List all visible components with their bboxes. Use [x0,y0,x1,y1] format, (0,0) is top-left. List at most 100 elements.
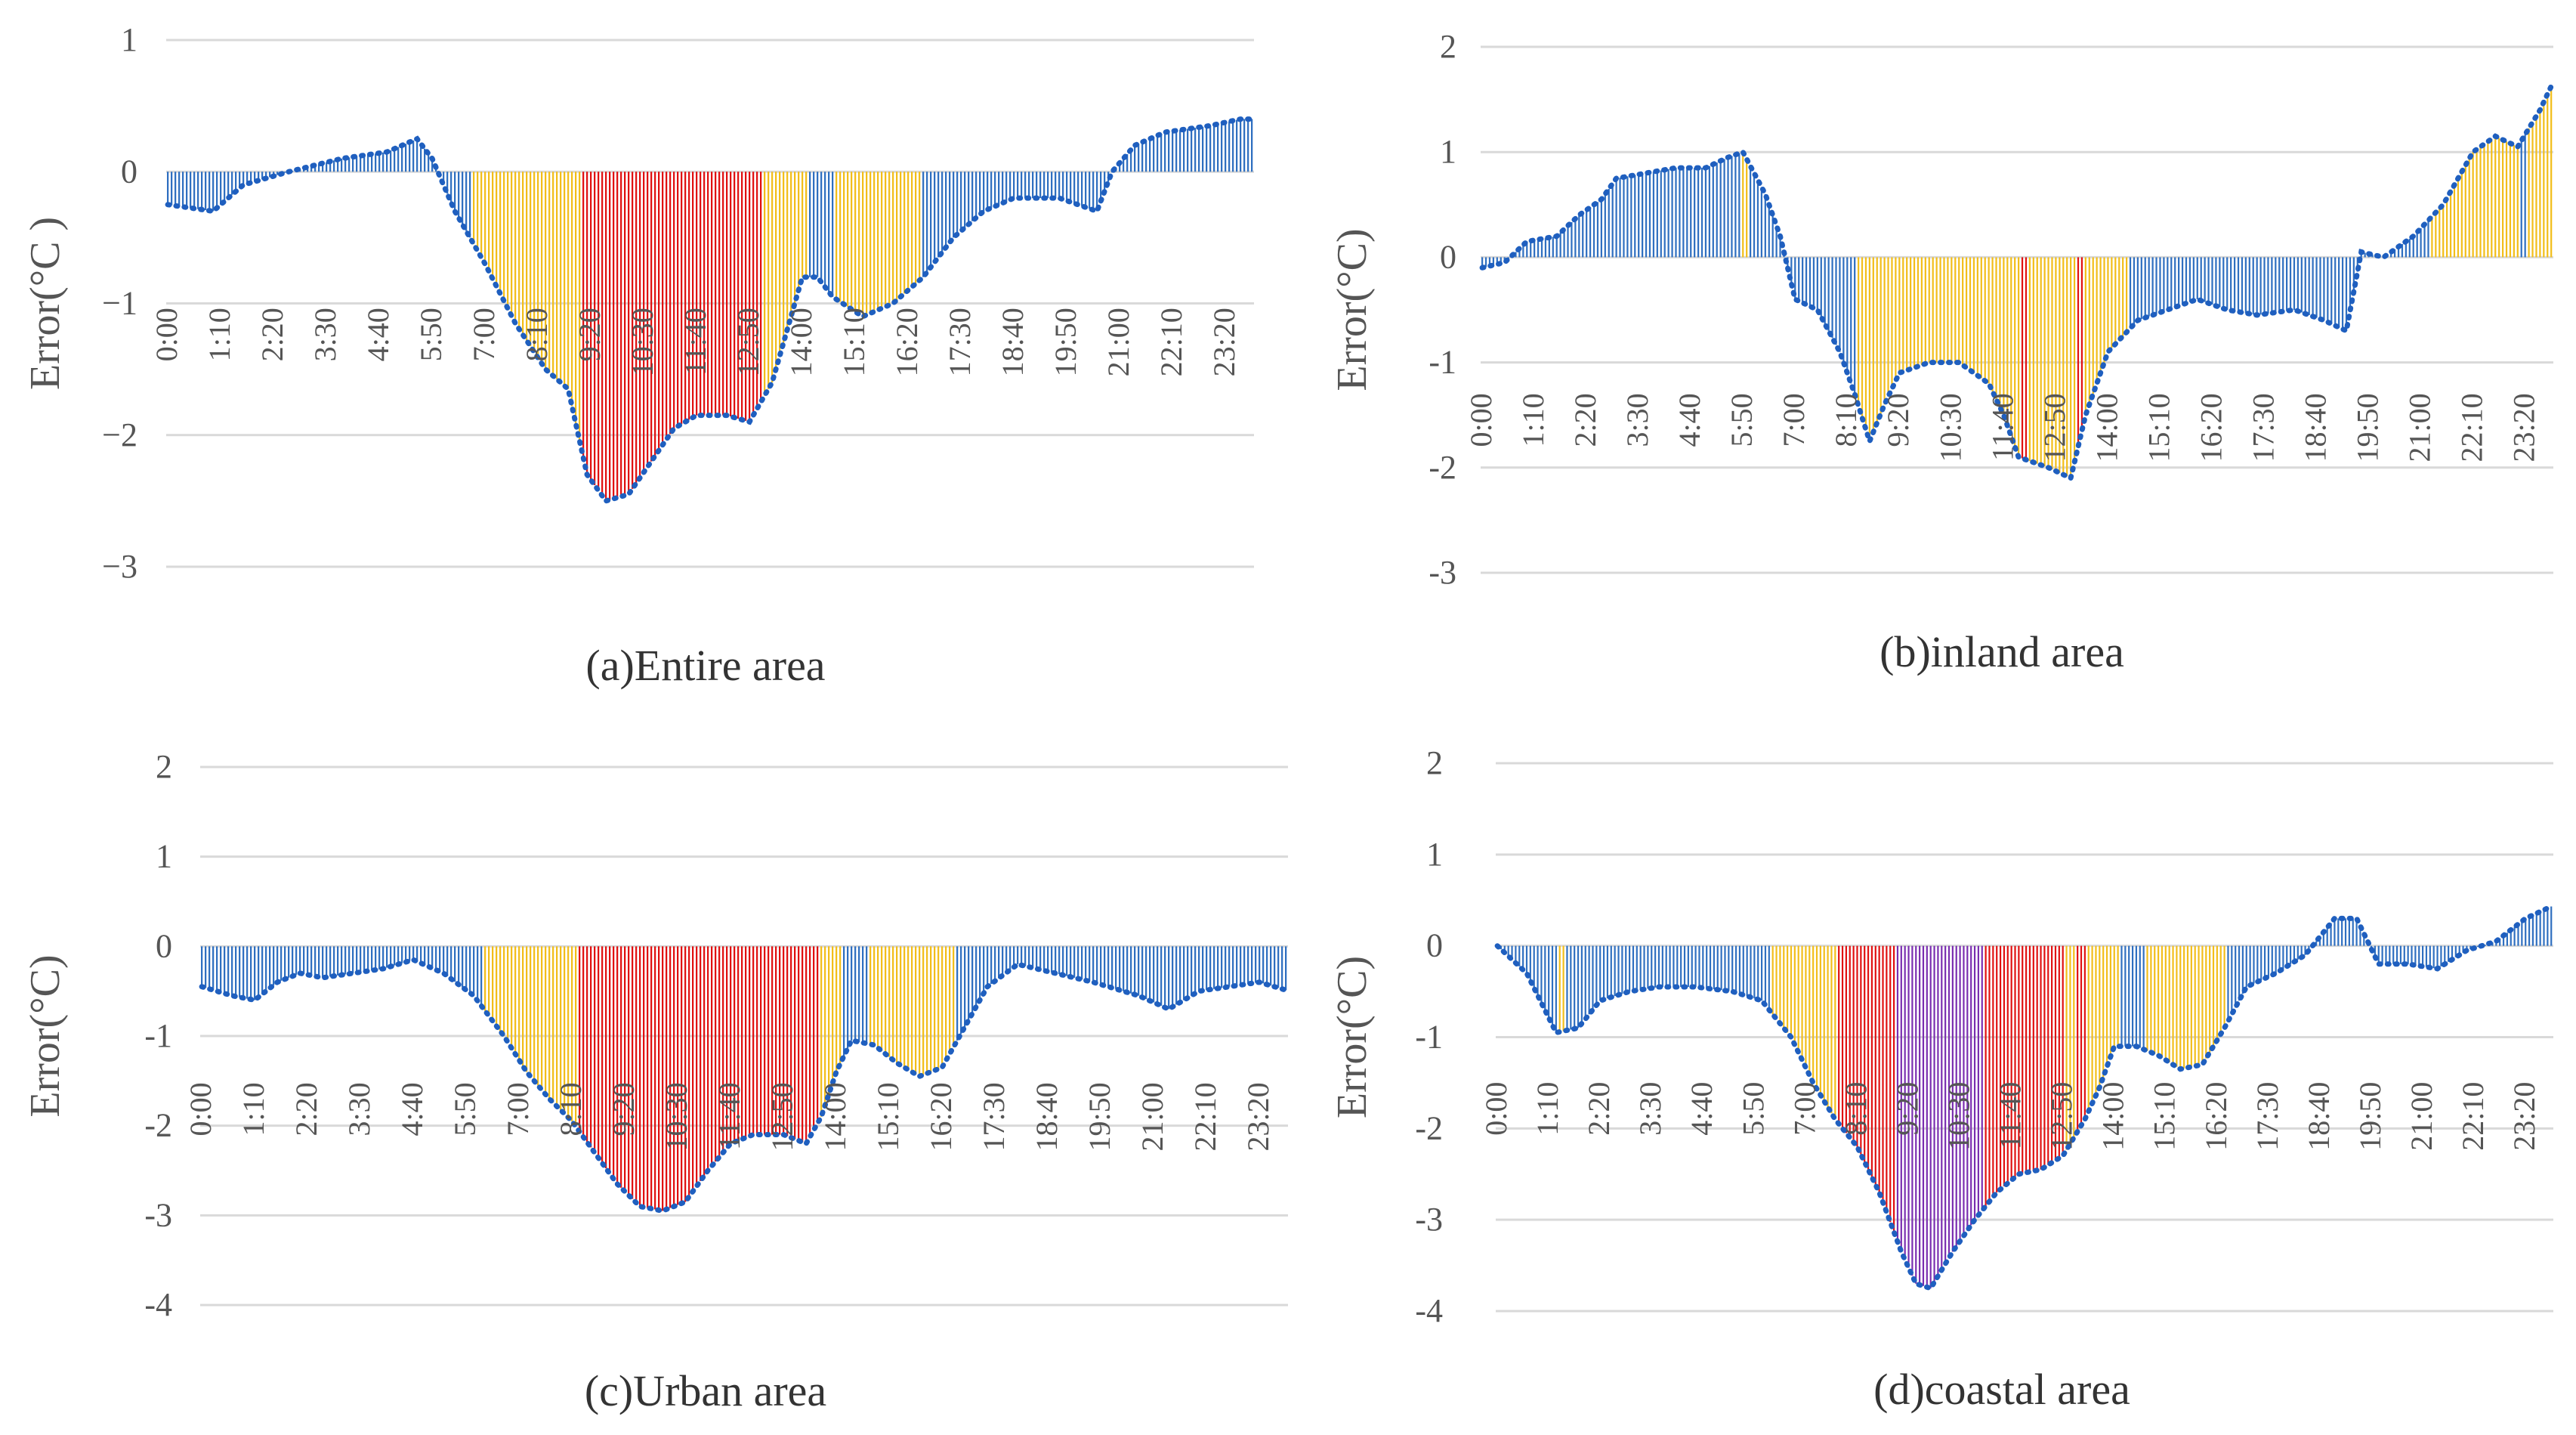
bar [2286,945,2288,966]
bar [556,946,558,1106]
bar [2356,257,2358,272]
bar [2341,918,2343,946]
bar [1753,173,1756,258]
x-tick-label: 1:10 [1530,1082,1564,1136]
bar [1808,945,1811,1075]
bar [205,946,207,988]
bar [2525,918,2527,946]
bar [564,172,566,386]
bar [1051,946,1053,973]
bar [1849,945,1851,1138]
bar [1558,945,1561,1032]
bar [828,946,830,1095]
bar [348,946,351,974]
bar [1119,162,1121,172]
bar [1886,945,1888,1213]
bar [2205,945,2207,1059]
x-tick-label: 11:40 [712,1082,746,1150]
x-tick-label: 12:50 [731,308,765,376]
bar [1534,240,1536,258]
y-tick-label: 1 [1440,133,1456,170]
bar [730,172,732,417]
y-tick-label: -4 [144,1286,172,1323]
bar [1058,172,1061,199]
bar [1854,257,1856,394]
bar [333,160,335,172]
bar [579,946,581,1132]
bar [673,172,675,429]
bar [1559,232,1561,258]
bar [2315,941,2318,946]
bar [1947,257,1949,363]
bar [2446,198,2448,258]
bar [775,172,777,370]
bar [987,946,989,987]
bar [2223,945,2225,1028]
bar [2505,141,2508,258]
bar [231,946,233,996]
bar [794,172,796,304]
x-tick-label: 11:40 [678,308,712,376]
bar [613,946,615,1179]
bar [2278,945,2281,971]
bar [1801,945,1803,1060]
bar [269,946,271,988]
bar [892,946,894,1060]
bar [1999,945,2002,1189]
bar [424,946,426,965]
bar [443,946,445,973]
bar [2181,257,2184,305]
bar [1645,173,1648,258]
bar [1933,945,1935,1282]
bar [1815,945,1818,1089]
bar [1555,236,1558,258]
bar [2315,257,2318,318]
bar [212,172,215,212]
bar [1878,945,1880,1192]
bar [609,946,611,1174]
bar [2392,945,2395,964]
bar [979,172,981,215]
bar [2003,257,2005,416]
x-tick-label: 2:20 [1582,1082,1616,1136]
x-tick-label: 16:20 [924,1082,958,1151]
bar [420,946,422,963]
bar [752,172,755,416]
bar [2062,945,2064,1156]
bar [2040,257,2042,465]
bar [2259,257,2262,315]
bar [1009,946,1012,970]
bar [1941,945,1943,1270]
bar [446,946,449,976]
bar [511,172,513,316]
bar [2168,945,2170,1062]
bar [1274,946,1276,987]
bar [443,172,445,185]
x-tick-label: 19:50 [1049,308,1083,376]
bar [2547,94,2549,258]
bar [575,172,577,424]
bar [2025,945,2028,1173]
bar [1652,172,1655,258]
bar [2352,257,2355,292]
bar [1872,257,1874,432]
bar [900,172,902,297]
bar [2028,257,2031,462]
bar [1481,257,1484,268]
bar [382,152,385,172]
bar [722,946,724,1153]
bar [1507,945,1509,957]
bar [390,150,392,172]
bar [1537,239,1540,258]
bar [1548,237,1550,258]
bar [212,946,215,991]
bar [2327,257,2329,323]
bar [412,140,415,172]
bar [462,946,464,988]
bar [1731,156,1733,258]
bar [764,172,766,396]
bar [650,172,653,462]
bar [1281,946,1283,989]
bar [1654,945,1657,988]
bar [605,946,607,1169]
